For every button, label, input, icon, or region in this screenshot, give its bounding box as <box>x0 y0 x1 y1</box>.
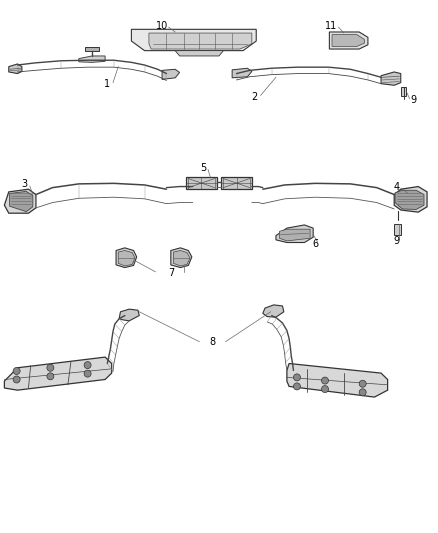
Polygon shape <box>394 187 427 212</box>
Circle shape <box>359 380 366 387</box>
Polygon shape <box>332 35 364 46</box>
Polygon shape <box>10 191 33 212</box>
Polygon shape <box>232 68 252 78</box>
Text: 8: 8 <box>209 337 215 347</box>
Polygon shape <box>119 309 139 321</box>
Polygon shape <box>263 305 284 317</box>
Polygon shape <box>381 72 401 85</box>
Polygon shape <box>175 51 223 56</box>
Polygon shape <box>116 248 137 268</box>
Polygon shape <box>287 364 388 397</box>
Polygon shape <box>118 251 135 266</box>
Text: 3: 3 <box>21 179 27 189</box>
Text: 9: 9 <box>410 95 416 105</box>
Polygon shape <box>173 251 190 266</box>
Text: 2: 2 <box>251 92 257 102</box>
Polygon shape <box>149 33 252 49</box>
Text: 9: 9 <box>393 236 399 246</box>
Text: 6: 6 <box>312 239 318 248</box>
Text: 4: 4 <box>393 182 399 191</box>
Circle shape <box>321 377 328 384</box>
Circle shape <box>359 389 366 396</box>
Polygon shape <box>329 32 368 49</box>
Circle shape <box>13 376 20 383</box>
Polygon shape <box>276 225 313 243</box>
Polygon shape <box>162 69 180 79</box>
Circle shape <box>47 364 54 372</box>
Polygon shape <box>4 189 36 213</box>
Circle shape <box>84 361 91 369</box>
Text: 5: 5 <box>201 163 207 173</box>
Polygon shape <box>395 190 424 209</box>
Circle shape <box>321 385 328 393</box>
Polygon shape <box>279 229 310 241</box>
Text: 7: 7 <box>168 268 174 278</box>
Polygon shape <box>394 224 401 235</box>
Circle shape <box>13 367 20 375</box>
Polygon shape <box>79 56 105 62</box>
Polygon shape <box>186 177 217 189</box>
Polygon shape <box>131 29 256 51</box>
Polygon shape <box>221 177 252 189</box>
Polygon shape <box>401 87 406 96</box>
Circle shape <box>47 373 54 380</box>
Circle shape <box>293 374 300 381</box>
Polygon shape <box>9 64 22 74</box>
Text: 11: 11 <box>325 21 337 30</box>
Text: 10: 10 <box>156 21 168 30</box>
Circle shape <box>293 383 300 390</box>
Circle shape <box>84 370 91 377</box>
Text: 1: 1 <box>104 79 110 88</box>
Polygon shape <box>85 47 99 51</box>
Polygon shape <box>4 357 112 390</box>
Polygon shape <box>171 248 192 268</box>
